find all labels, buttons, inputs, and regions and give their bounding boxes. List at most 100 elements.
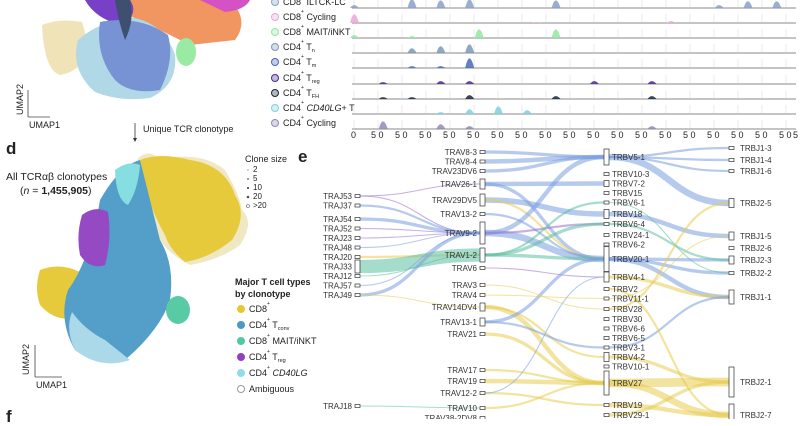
cell-type-icon	[271, 58, 279, 66]
legend-item: Ambiguous	[237, 385, 294, 394]
sankey-link	[608, 153, 730, 207]
sankey-node	[603, 413, 610, 417]
gene-label: TRAJ20	[323, 253, 352, 262]
density-peak	[436, 66, 446, 68]
tick-label: 5 0	[731, 130, 744, 140]
gene-label: TRBJ1-3	[740, 144, 772, 153]
sankey-node	[603, 296, 610, 301]
tick-label: 5 0	[707, 130, 720, 140]
density-peak	[465, 126, 475, 129]
density-peak	[465, 109, 475, 114]
umap-top-axes	[27, 90, 50, 118]
sankey-node	[603, 345, 610, 350]
sankey-node	[354, 245, 361, 250]
sankey-node	[603, 172, 610, 176]
clone-size-title: Clone size	[245, 154, 288, 164]
sankey-node	[603, 180, 610, 187]
sankey-node	[728, 246, 735, 250]
sankey-link	[608, 222, 730, 262]
clone-size-dots	[246, 169, 250, 208]
density-peak	[378, 121, 388, 129]
tick-label: 5 0	[683, 130, 696, 140]
density-peak	[378, 82, 388, 84]
arrow-label: Unique TCR clonotype	[143, 124, 234, 134]
legend-item: CD4+ Treg	[237, 350, 286, 364]
gene-label: TRAV8-3	[445, 148, 478, 157]
legend-item: CD4+ Tconv	[237, 318, 289, 332]
sankey-link	[484, 294, 605, 300]
density-peak	[465, 44, 475, 53]
panel-d-count: (n = 1,455,905)	[20, 185, 92, 197]
gene-label: TRBV28	[612, 305, 643, 314]
density-peak	[647, 96, 657, 99]
sankey-node	[603, 287, 610, 291]
gene-label: TRBV6-4	[612, 220, 645, 229]
gene-label: TRAV13-2	[440, 210, 477, 219]
track-label: CD8+ MAIT/iNKT	[271, 25, 350, 37]
sankey-node	[603, 370, 610, 396]
sankey-node	[603, 222, 610, 226]
sankey-link	[359, 231, 481, 297]
density-peak	[465, 81, 475, 84]
sankey-node	[603, 307, 610, 311]
gene-label: TRBV24-1	[612, 231, 650, 240]
tick-label: 5 0	[587, 130, 600, 140]
panel-letter-f: f	[6, 407, 12, 426]
density-peak	[407, 0, 417, 8]
gene-label: TRBJ1-5	[740, 232, 772, 241]
gene-label: TRAV29DV5	[432, 196, 478, 205]
track-label: CD4+ Tm	[271, 55, 316, 69]
sankey-link	[484, 257, 605, 324]
density-peak	[465, 0, 475, 8]
sankey-node	[728, 198, 735, 208]
track-label: CD8+ Cycling	[271, 10, 336, 22]
legend-title-2: by clonotype	[235, 289, 291, 299]
density-peak	[378, 97, 388, 99]
sankey-node	[354, 203, 361, 208]
sankey-link	[484, 197, 605, 217]
gene-label: TRBV10-3	[612, 170, 650, 179]
gene-label: TRBV30	[612, 315, 643, 324]
cell-type-icon	[237, 337, 245, 345]
sankey-links	[359, 146, 730, 419]
tick-label: 5 0	[635, 130, 648, 140]
tick-label: 5 0	[371, 130, 384, 140]
sankey-node	[728, 271, 735, 275]
density-peak	[551, 0, 561, 8]
sankey-node	[603, 200, 610, 205]
tick-label: 5 0	[563, 130, 576, 140]
sankey-node	[603, 242, 610, 247]
density-peak	[551, 29, 561, 38]
density-peak	[436, 124, 446, 129]
sankey-node	[354, 194, 361, 198]
gene-label: TRBV6-2	[612, 241, 645, 250]
gene-label: TRAJ48	[323, 244, 352, 253]
sankey-node	[479, 193, 486, 207]
sankey-node	[603, 364, 610, 369]
sankey-node	[603, 246, 610, 272]
sankey-node	[603, 317, 610, 321]
gene-label: TRBV4-1	[612, 273, 645, 282]
legend-title-1: Major T cell types	[235, 277, 311, 287]
gene-label: TRBV11-1	[612, 295, 649, 304]
legend-item: CD8+	[237, 302, 270, 314]
sankey-node	[354, 293, 361, 297]
sankey-node	[479, 368, 486, 372]
sankey-node	[479, 293, 486, 297]
sankey-link	[608, 402, 730, 418]
cell-type-icon	[271, 0, 279, 6]
gene-label: TRBV2	[612, 285, 638, 294]
sankey-link	[484, 181, 605, 187]
sankey-node	[603, 148, 610, 166]
sankey-node	[354, 217, 361, 221]
density-peak	[407, 97, 417, 99]
gene-label: TRBV7-2	[612, 180, 645, 189]
sankey-node	[479, 266, 486, 270]
gene-label: TRBV19	[612, 401, 643, 410]
tick-label: 5 0	[467, 130, 480, 140]
gene-label: TRBV5-1	[612, 153, 645, 162]
density-peak	[407, 36, 417, 38]
tick-label: 0	[351, 130, 357, 140]
panel-letter-e: e	[298, 147, 308, 166]
sankey-node	[728, 169, 735, 173]
